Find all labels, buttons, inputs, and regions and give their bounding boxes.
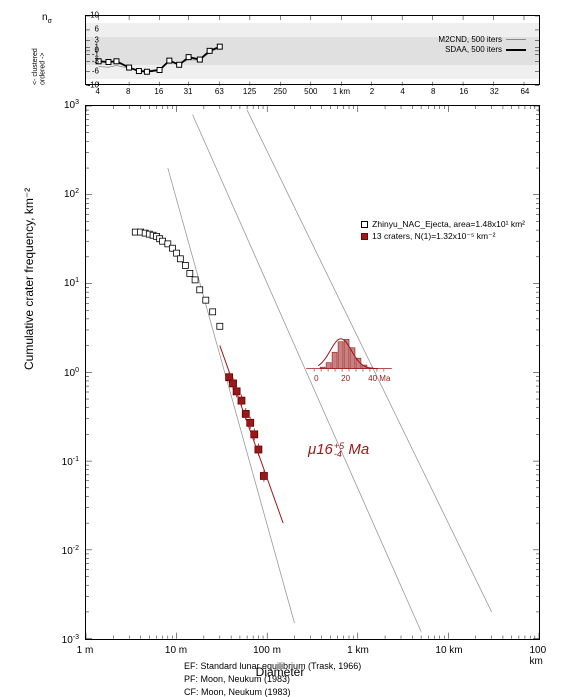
sfd-panel: Zhinyu_NAC_Ejecta, area=1.48x10¹ km² 13 … — [85, 105, 540, 640]
main-ytick: 10-2 — [62, 545, 79, 557]
top-legend: M2CND, 500 iters SDAA, 500 iters — [437, 34, 527, 56]
top-xtick: 4 — [95, 87, 99, 96]
top-xtick: 250 — [274, 87, 287, 96]
main-xtick: 10 m — [165, 645, 187, 656]
main-ytick: 10-1 — [62, 455, 79, 467]
main-xtick: 100 km — [530, 645, 551, 667]
top-xtick: 500 — [304, 87, 317, 96]
ref-cf: CF: Moon, Neukum (1983) — [184, 687, 291, 697]
top-xtick: 31 — [184, 87, 193, 96]
top-xtick: 16 — [154, 87, 163, 96]
top-xtick: 4 — [400, 87, 404, 96]
main-xtick: 1 m — [77, 645, 94, 656]
top-xtick: 32 — [490, 87, 499, 96]
main-ytick: 103 — [64, 99, 79, 111]
age-annotation: μ16+5-4 Ma — [308, 441, 369, 458]
top-xtick: 8 — [431, 87, 435, 96]
main-xtick: 1 km — [347, 645, 369, 656]
main-xlabel: Diameter — [256, 665, 305, 679]
top-ytick: 10 — [90, 11, 99, 20]
top-ylabel-arrows: <- clusteredordered -> — [32, 30, 82, 88]
top-xtick: 2 — [370, 87, 374, 96]
randomness-panel: M2CND, 500 iters SDAA, 500 iters — [85, 15, 540, 85]
top-ytick: 6 — [95, 25, 99, 34]
top-xtick: 16 — [459, 87, 468, 96]
hist-tick: 40 Ma — [368, 374, 390, 383]
main-ytick: 102 — [64, 188, 79, 200]
main-xtick: 10 km — [435, 645, 462, 656]
top-ytick: -6 — [92, 67, 99, 76]
top-ylabel-symbol: nσ — [42, 12, 52, 25]
top-xtick: 125 — [243, 87, 256, 96]
open-square-icon — [361, 221, 368, 228]
hist-tick: 0 — [314, 374, 318, 383]
main-plot — [86, 106, 539, 639]
main-legend: Zhinyu_NAC_Ejecta, area=1.48x10¹ km² 13 … — [361, 219, 525, 244]
top-xtick: 63 — [215, 87, 224, 96]
top-ytick: 3 — [95, 35, 99, 44]
legend-thin-swatch — [506, 39, 526, 40]
top-xtick: 64 — [520, 87, 529, 96]
top-xtick: 8 — [126, 87, 130, 96]
main-ylabel: Cumulative crater frequency, km⁻² — [22, 188, 36, 370]
legend-thick-swatch — [506, 49, 526, 51]
main-xtick: 100 m — [253, 645, 281, 656]
hist-tick: 20 — [341, 374, 350, 383]
main-ytick: 101 — [64, 277, 79, 289]
main-ytick: 100 — [64, 366, 79, 378]
filled-square-icon — [361, 233, 368, 240]
top-xtick: 1 km — [333, 87, 350, 96]
